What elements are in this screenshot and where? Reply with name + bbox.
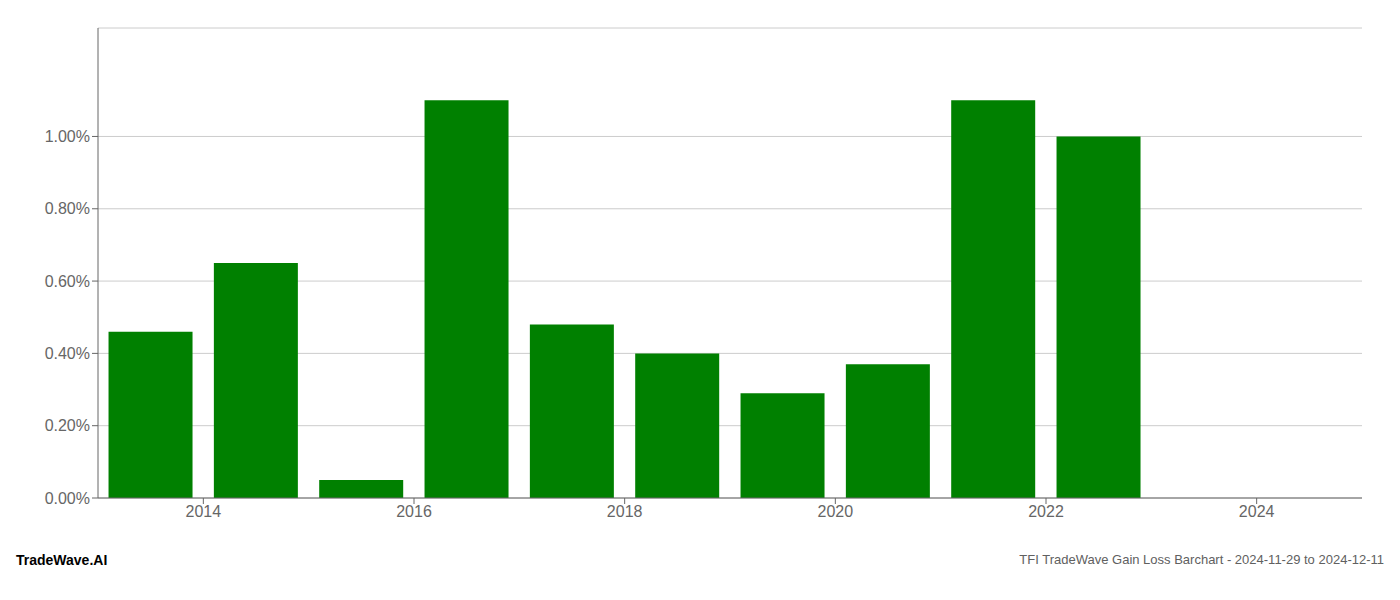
svg-text:0.80%: 0.80%: [45, 200, 90, 217]
svg-text:2024: 2024: [1239, 503, 1275, 520]
svg-text:2018: 2018: [607, 503, 643, 520]
svg-text:1.00%: 1.00%: [45, 128, 90, 145]
svg-text:0.40%: 0.40%: [45, 345, 90, 362]
svg-text:2020: 2020: [818, 503, 854, 520]
html-text:TradeWave.AI: TradeWave.AI: [16, 552, 108, 568]
html-text:TFI TradeWave Gain Loss Barcha: TFI TradeWave Gain Loss Barchart - 2024-…: [1019, 552, 1384, 567]
svg-text:2022: 2022: [1028, 503, 1064, 520]
svg-text:0.20%: 0.20%: [45, 417, 90, 434]
svg-text:0.00%: 0.00%: [45, 490, 90, 507]
svg-text:0.60%: 0.60%: [45, 273, 90, 290]
svg-text:2016: 2016: [396, 503, 432, 520]
svg-text:2014: 2014: [186, 503, 222, 520]
